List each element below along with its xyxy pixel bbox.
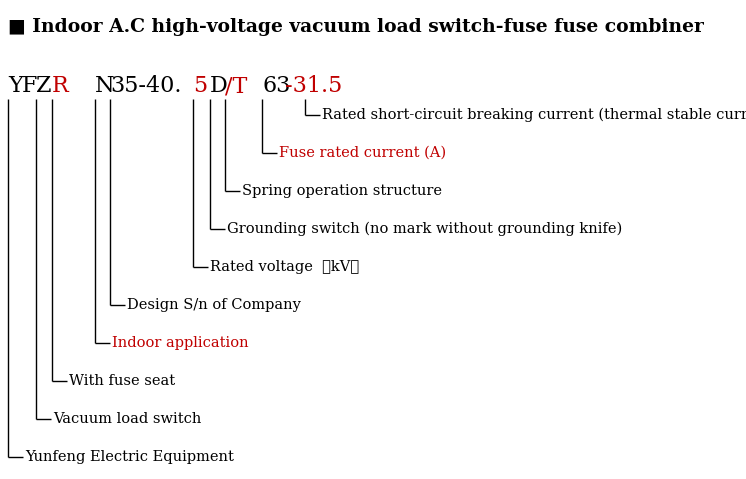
Text: Fuse rated current (A): Fuse rated current (A) (279, 146, 446, 160)
Text: ■ Indoor A.C high-voltage vacuum load switch-fuse fuse combiner: ■ Indoor A.C high-voltage vacuum load sw… (8, 18, 704, 36)
Text: D: D (210, 75, 228, 97)
Text: 35-40.: 35-40. (110, 75, 181, 97)
Text: F: F (22, 75, 37, 97)
Text: Rated short-circuit breaking current (thermal stable current)  （kA）: Rated short-circuit breaking current (th… (322, 108, 746, 122)
Text: 63: 63 (262, 75, 290, 97)
Text: Rated voltage  （kV）: Rated voltage （kV） (210, 260, 359, 274)
Text: Indoor application: Indoor application (112, 336, 248, 350)
Text: Y: Y (8, 75, 22, 97)
Text: Design S/n of Company: Design S/n of Company (127, 298, 301, 312)
Text: Z: Z (36, 75, 51, 97)
Text: Grounding switch (no mark without grounding knife): Grounding switch (no mark without ground… (227, 222, 622, 236)
Text: 5: 5 (193, 75, 207, 97)
Text: /T: /T (225, 75, 248, 97)
Text: R: R (52, 75, 69, 97)
Text: With fuse seat: With fuse seat (69, 374, 175, 388)
Text: -31.5: -31.5 (285, 75, 342, 97)
Text: Vacuum load switch: Vacuum load switch (53, 412, 201, 426)
Text: N: N (95, 75, 114, 97)
Text: Spring operation structure: Spring operation structure (242, 184, 442, 198)
Text: Yunfeng Electric Equipment: Yunfeng Electric Equipment (25, 450, 234, 464)
